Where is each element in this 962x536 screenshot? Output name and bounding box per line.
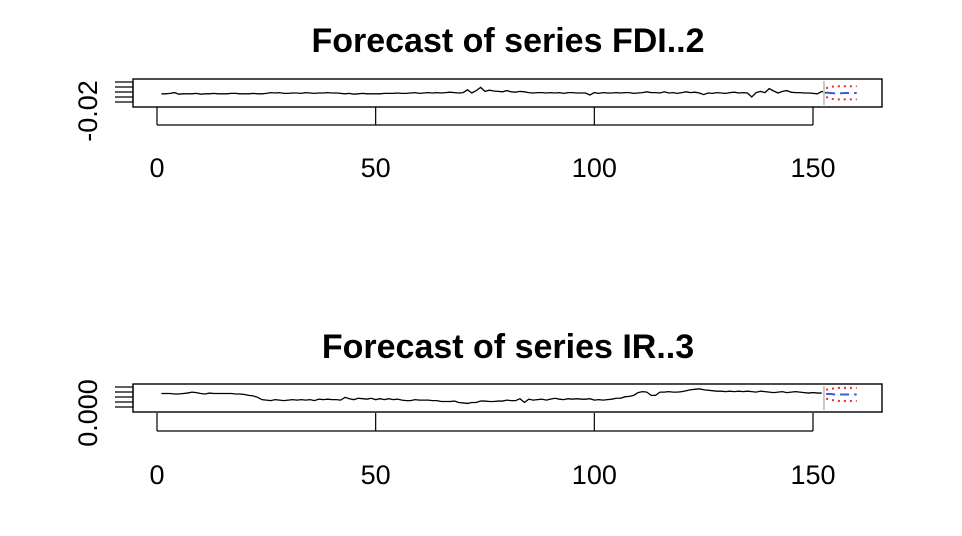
plot-marks — [161, 386, 857, 410]
forecast-upper-bound — [825, 386, 857, 391]
forecast-lower-bound — [825, 397, 857, 403]
fdi-forecast-panel: Forecast of series FDI..2 -0.02 0 50 100 15… — [73, 22, 883, 183]
chart-title: Forecast of series IR..3 — [322, 328, 694, 366]
y-axis: -0.02 — [73, 80, 134, 142]
x-tick-label: 100 — [572, 153, 617, 183]
y-axis: 0.000 — [73, 379, 134, 447]
x-tick-label: 0 — [149, 153, 164, 183]
x-tick-label: 150 — [790, 153, 835, 183]
plot-marks — [161, 81, 857, 105]
x-tick-label: 150 — [790, 460, 835, 490]
x-tick-label: 50 — [361, 460, 391, 490]
forecast-mean-line — [826, 91, 857, 95]
ir-forecast-panel: Forecast of series IR..3 0.000 0 50 100 150 — [73, 328, 883, 490]
chart-title: Forecast of series FDI..2 — [311, 22, 704, 60]
x-tick-label: 50 — [361, 153, 391, 183]
history-series-line — [161, 86, 827, 98]
plot-frame — [132, 383, 883, 413]
x-tick-label: 0 — [149, 460, 164, 490]
history-series-line — [161, 388, 822, 405]
y-tick-label: 0.000 — [73, 379, 103, 447]
forecast-upper-bound — [825, 85, 857, 90]
plot-frame — [132, 78, 883, 108]
x-axis: 0 50 100 150 — [149, 107, 836, 183]
x-tick-label: 100 — [572, 460, 617, 490]
y-tick-label: -0.02 — [73, 80, 103, 142]
x-axis: 0 50 100 150 — [149, 413, 836, 490]
forecast-lower-bound — [825, 96, 857, 101]
